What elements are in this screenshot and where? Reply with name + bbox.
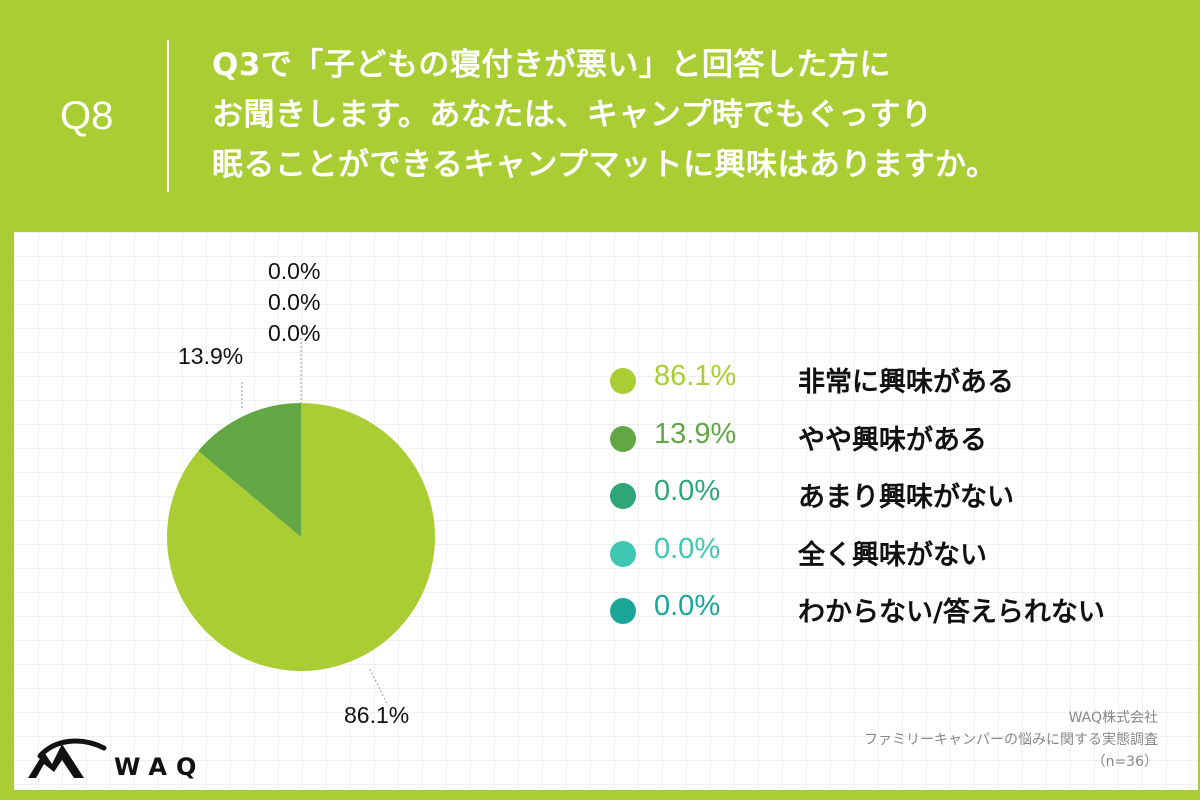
legend-dot-icon <box>610 425 636 452</box>
question-text: Q3で「子どもの寝付きが悪い」と回答した方に お聞きします。あなたは、キャンプ時… <box>212 47 998 183</box>
callout-leader-line <box>369 668 388 705</box>
legend-dot-icon <box>610 483 636 509</box>
legend-label: あまり興味がない <box>798 482 1014 513</box>
legend-label: 非常に興味がある <box>798 367 1014 398</box>
source-company: WAQ株式会社 <box>1068 710 1158 726</box>
legend-label: やや興味がある <box>798 424 987 456</box>
callout-label-1: 13.9% <box>178 343 244 369</box>
pie-slice <box>198 403 301 537</box>
question-header: Q8 Q3で「子どもの寝付きが悪い」と回答した方に お聞きします。あなたは、キャ… <box>0 0 1200 230</box>
pie-chart <box>167 338 436 705</box>
callout-label-0: 86.1% <box>344 702 410 728</box>
callout-label-4: 0.0% <box>268 320 321 346</box>
header-divider <box>167 40 169 192</box>
question-number: Q8 <box>60 94 114 138</box>
logo-wordmark: WAQ <box>114 753 205 781</box>
legend-percent: 0.0% <box>654 475 721 507</box>
source-sample: （n=36） <box>1091 754 1158 770</box>
source-note: WAQ株式会社 ファミリーキャンパーの悩みに関する実態調査 （n=36） <box>864 707 1158 773</box>
legend-dot-icon <box>610 540 636 567</box>
legend-dot-icon <box>610 598 636 624</box>
waq-logo: WAQ <box>26 734 226 788</box>
source-survey: ファミリーキャンパーの悩みに関する実態調査 <box>864 732 1158 748</box>
legend-label: わからない/答えられない <box>798 597 1105 628</box>
legend-percent: 13.9% <box>654 417 737 450</box>
legend-percent: 0.0% <box>654 532 721 565</box>
legend-label: 全く興味がない <box>798 539 987 571</box>
callout-label-3: 0.0% <box>268 289 321 315</box>
chart-panel: 0.0% 0.0% 0.0% 13.9% 86.1% 86.1% 非常に興味がある… <box>14 232 1198 790</box>
logo-mountain-icon <box>28 744 84 778</box>
callout-label-2: 0.0% <box>268 258 321 284</box>
legend-percent: 86.1% <box>654 360 737 392</box>
logo-swoosh-icon <box>37 738 107 759</box>
legend-percent: 0.0% <box>654 590 721 622</box>
legend-dot-icon <box>610 368 636 394</box>
